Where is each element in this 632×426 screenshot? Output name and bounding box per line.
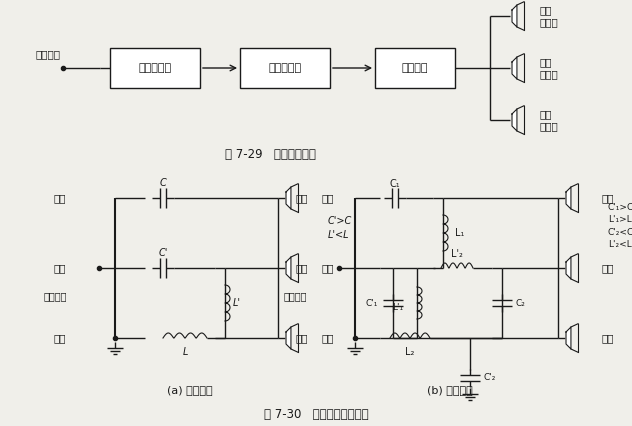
Text: C'>C
L'<L: C'>C L'<L (328, 216, 352, 239)
Text: C₂: C₂ (516, 299, 526, 308)
Polygon shape (512, 109, 517, 131)
Text: (a) 单元件型: (a) 单元件型 (167, 385, 213, 395)
Text: C': C' (158, 248, 167, 258)
Text: 中音: 中音 (602, 263, 614, 273)
Polygon shape (566, 257, 571, 279)
Text: 高音: 高音 (602, 193, 614, 203)
Text: L₂: L₂ (405, 347, 415, 357)
Text: 图 7-30   三分频功率分频器: 图 7-30 三分频功率分频器 (264, 409, 368, 421)
Polygon shape (566, 327, 571, 349)
Text: 低音
扬声器: 低音 扬声器 (540, 109, 559, 131)
Text: 从功放来: 从功放来 (43, 291, 67, 301)
Text: 低通: 低通 (296, 333, 308, 343)
Text: L'₁: L'₁ (392, 302, 403, 311)
Text: 前置放大器: 前置放大器 (138, 63, 171, 73)
Text: 功率放大器: 功率放大器 (269, 63, 301, 73)
Text: 从功放来: 从功放来 (283, 291, 307, 301)
Text: 中音: 中音 (322, 263, 334, 273)
Bar (240, 48, 330, 88)
Polygon shape (566, 187, 571, 209)
Text: 中音
扬声器: 中音 扬声器 (540, 57, 559, 79)
Bar (375, 48, 455, 88)
Text: L: L (182, 347, 188, 357)
Text: 高通: 高通 (296, 193, 308, 203)
Polygon shape (286, 327, 291, 349)
Polygon shape (512, 57, 517, 79)
Polygon shape (286, 187, 291, 209)
Text: C'₁>C₁
L'₁>L₁
C'₂<C₂
L'₂<L₂: C'₁>C₁ L'₁>L₁ C'₂<C₂ L'₂<L₂ (608, 203, 632, 249)
Text: 带通: 带通 (54, 263, 66, 273)
Text: 高音: 高音 (322, 193, 334, 203)
Polygon shape (286, 257, 291, 279)
Polygon shape (512, 5, 517, 27)
Bar (110, 48, 200, 88)
Text: (b) 双元件型: (b) 双元件型 (427, 385, 473, 395)
Text: C₁: C₁ (390, 179, 400, 189)
Text: 图 7-29   功率分频方式: 图 7-29 功率分频方式 (224, 149, 315, 161)
Text: L₁: L₁ (455, 228, 465, 238)
Text: L'₂: L'₂ (451, 249, 463, 259)
Text: C'₁: C'₁ (366, 299, 378, 308)
Text: C: C (160, 178, 166, 188)
Text: 高通: 高通 (54, 193, 66, 203)
Text: L': L' (233, 298, 241, 308)
Text: 带通: 带通 (296, 263, 308, 273)
Text: 低通: 低通 (54, 333, 66, 343)
Text: 低音: 低音 (322, 333, 334, 343)
Text: 低音: 低音 (602, 333, 614, 343)
Text: 分频网络: 分频网络 (402, 63, 428, 73)
Text: C'₂: C'₂ (484, 374, 496, 383)
Text: 信号输入: 信号输入 (35, 49, 60, 59)
Text: 高音
扬声器: 高音 扬声器 (540, 5, 559, 27)
